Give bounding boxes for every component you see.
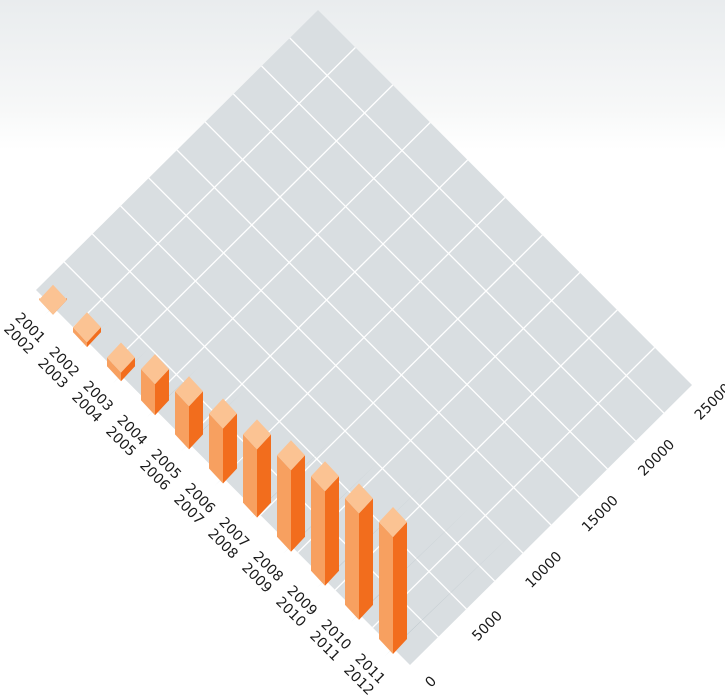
bar-front-face bbox=[107, 357, 121, 382]
y-tick-label: 25000 bbox=[692, 381, 725, 424]
grid-line bbox=[372, 347, 656, 628]
x-tick-label: 20022003 bbox=[34, 344, 82, 392]
bar-side-face bbox=[155, 369, 169, 416]
bar-side-face bbox=[291, 455, 305, 552]
bar-top bbox=[175, 376, 203, 407]
bar-top bbox=[277, 440, 305, 471]
bar-top bbox=[311, 461, 339, 492]
y-tick-label: 20000 bbox=[635, 437, 678, 480]
bar-side-face bbox=[223, 413, 237, 484]
bar bbox=[209, 398, 237, 484]
bar-top bbox=[73, 312, 101, 343]
bar-side-face bbox=[325, 476, 339, 586]
y-tick-label: 15000 bbox=[579, 493, 622, 536]
bar bbox=[141, 354, 169, 416]
bar bbox=[277, 440, 305, 552]
bar bbox=[345, 483, 373, 620]
grid-line bbox=[204, 121, 580, 498]
x-tick-label: 20032004 bbox=[68, 378, 116, 426]
bar-shadow bbox=[385, 533, 513, 656]
bar-top bbox=[209, 398, 237, 429]
bar bbox=[175, 376, 203, 450]
bar bbox=[379, 507, 407, 654]
x-tick-label: 20112012 bbox=[340, 651, 388, 695]
bar-front-face bbox=[175, 391, 189, 450]
bar-top bbox=[141, 354, 169, 385]
x-tick-label: 20012002 bbox=[0, 310, 48, 358]
bar-side-face bbox=[359, 498, 373, 620]
bar-top bbox=[107, 342, 135, 373]
bar-front-face bbox=[379, 522, 393, 654]
y-tick-label: 0 bbox=[422, 673, 440, 691]
bar-top bbox=[39, 284, 67, 315]
bar bbox=[73, 312, 101, 348]
grid-line bbox=[261, 65, 637, 442]
bar-top bbox=[379, 507, 407, 537]
grid-line bbox=[297, 272, 581, 553]
bar-front-face bbox=[73, 327, 87, 348]
bar-front-face bbox=[243, 434, 257, 518]
x-tick-label: 20052006 bbox=[136, 446, 184, 494]
bar-side-face bbox=[121, 357, 135, 382]
grid-line bbox=[289, 37, 665, 414]
x-tick-label: 20042005 bbox=[102, 412, 150, 460]
bar-front-face bbox=[209, 413, 223, 484]
x-tick-label: 20072008 bbox=[204, 515, 252, 563]
y-tick-label: 5000 bbox=[469, 608, 506, 645]
x-tick-label: 20062007 bbox=[170, 480, 218, 528]
bar-front-face bbox=[311, 476, 325, 586]
bar bbox=[311, 461, 339, 586]
bar bbox=[107, 342, 135, 382]
grid-line bbox=[259, 234, 543, 516]
bar bbox=[243, 419, 271, 518]
bar-front-face bbox=[345, 498, 359, 620]
y-tick-label: 10000 bbox=[523, 549, 566, 592]
bar-side-face bbox=[87, 327, 101, 348]
bar-front-face bbox=[141, 369, 155, 416]
grid-line bbox=[232, 93, 608, 470]
x-tick-label: 20102011 bbox=[306, 617, 354, 665]
grid-line bbox=[176, 149, 552, 526]
bar-side-face bbox=[257, 434, 271, 518]
bar-top bbox=[345, 483, 373, 514]
bar bbox=[39, 284, 67, 315]
bar-side-face bbox=[189, 391, 203, 450]
bar-top bbox=[243, 419, 271, 450]
x-tick-label: 20082009 bbox=[238, 549, 286, 597]
bar-side-face bbox=[393, 522, 407, 654]
x-tick-label: 20092010 bbox=[272, 583, 320, 631]
bar-front-face bbox=[277, 455, 291, 552]
